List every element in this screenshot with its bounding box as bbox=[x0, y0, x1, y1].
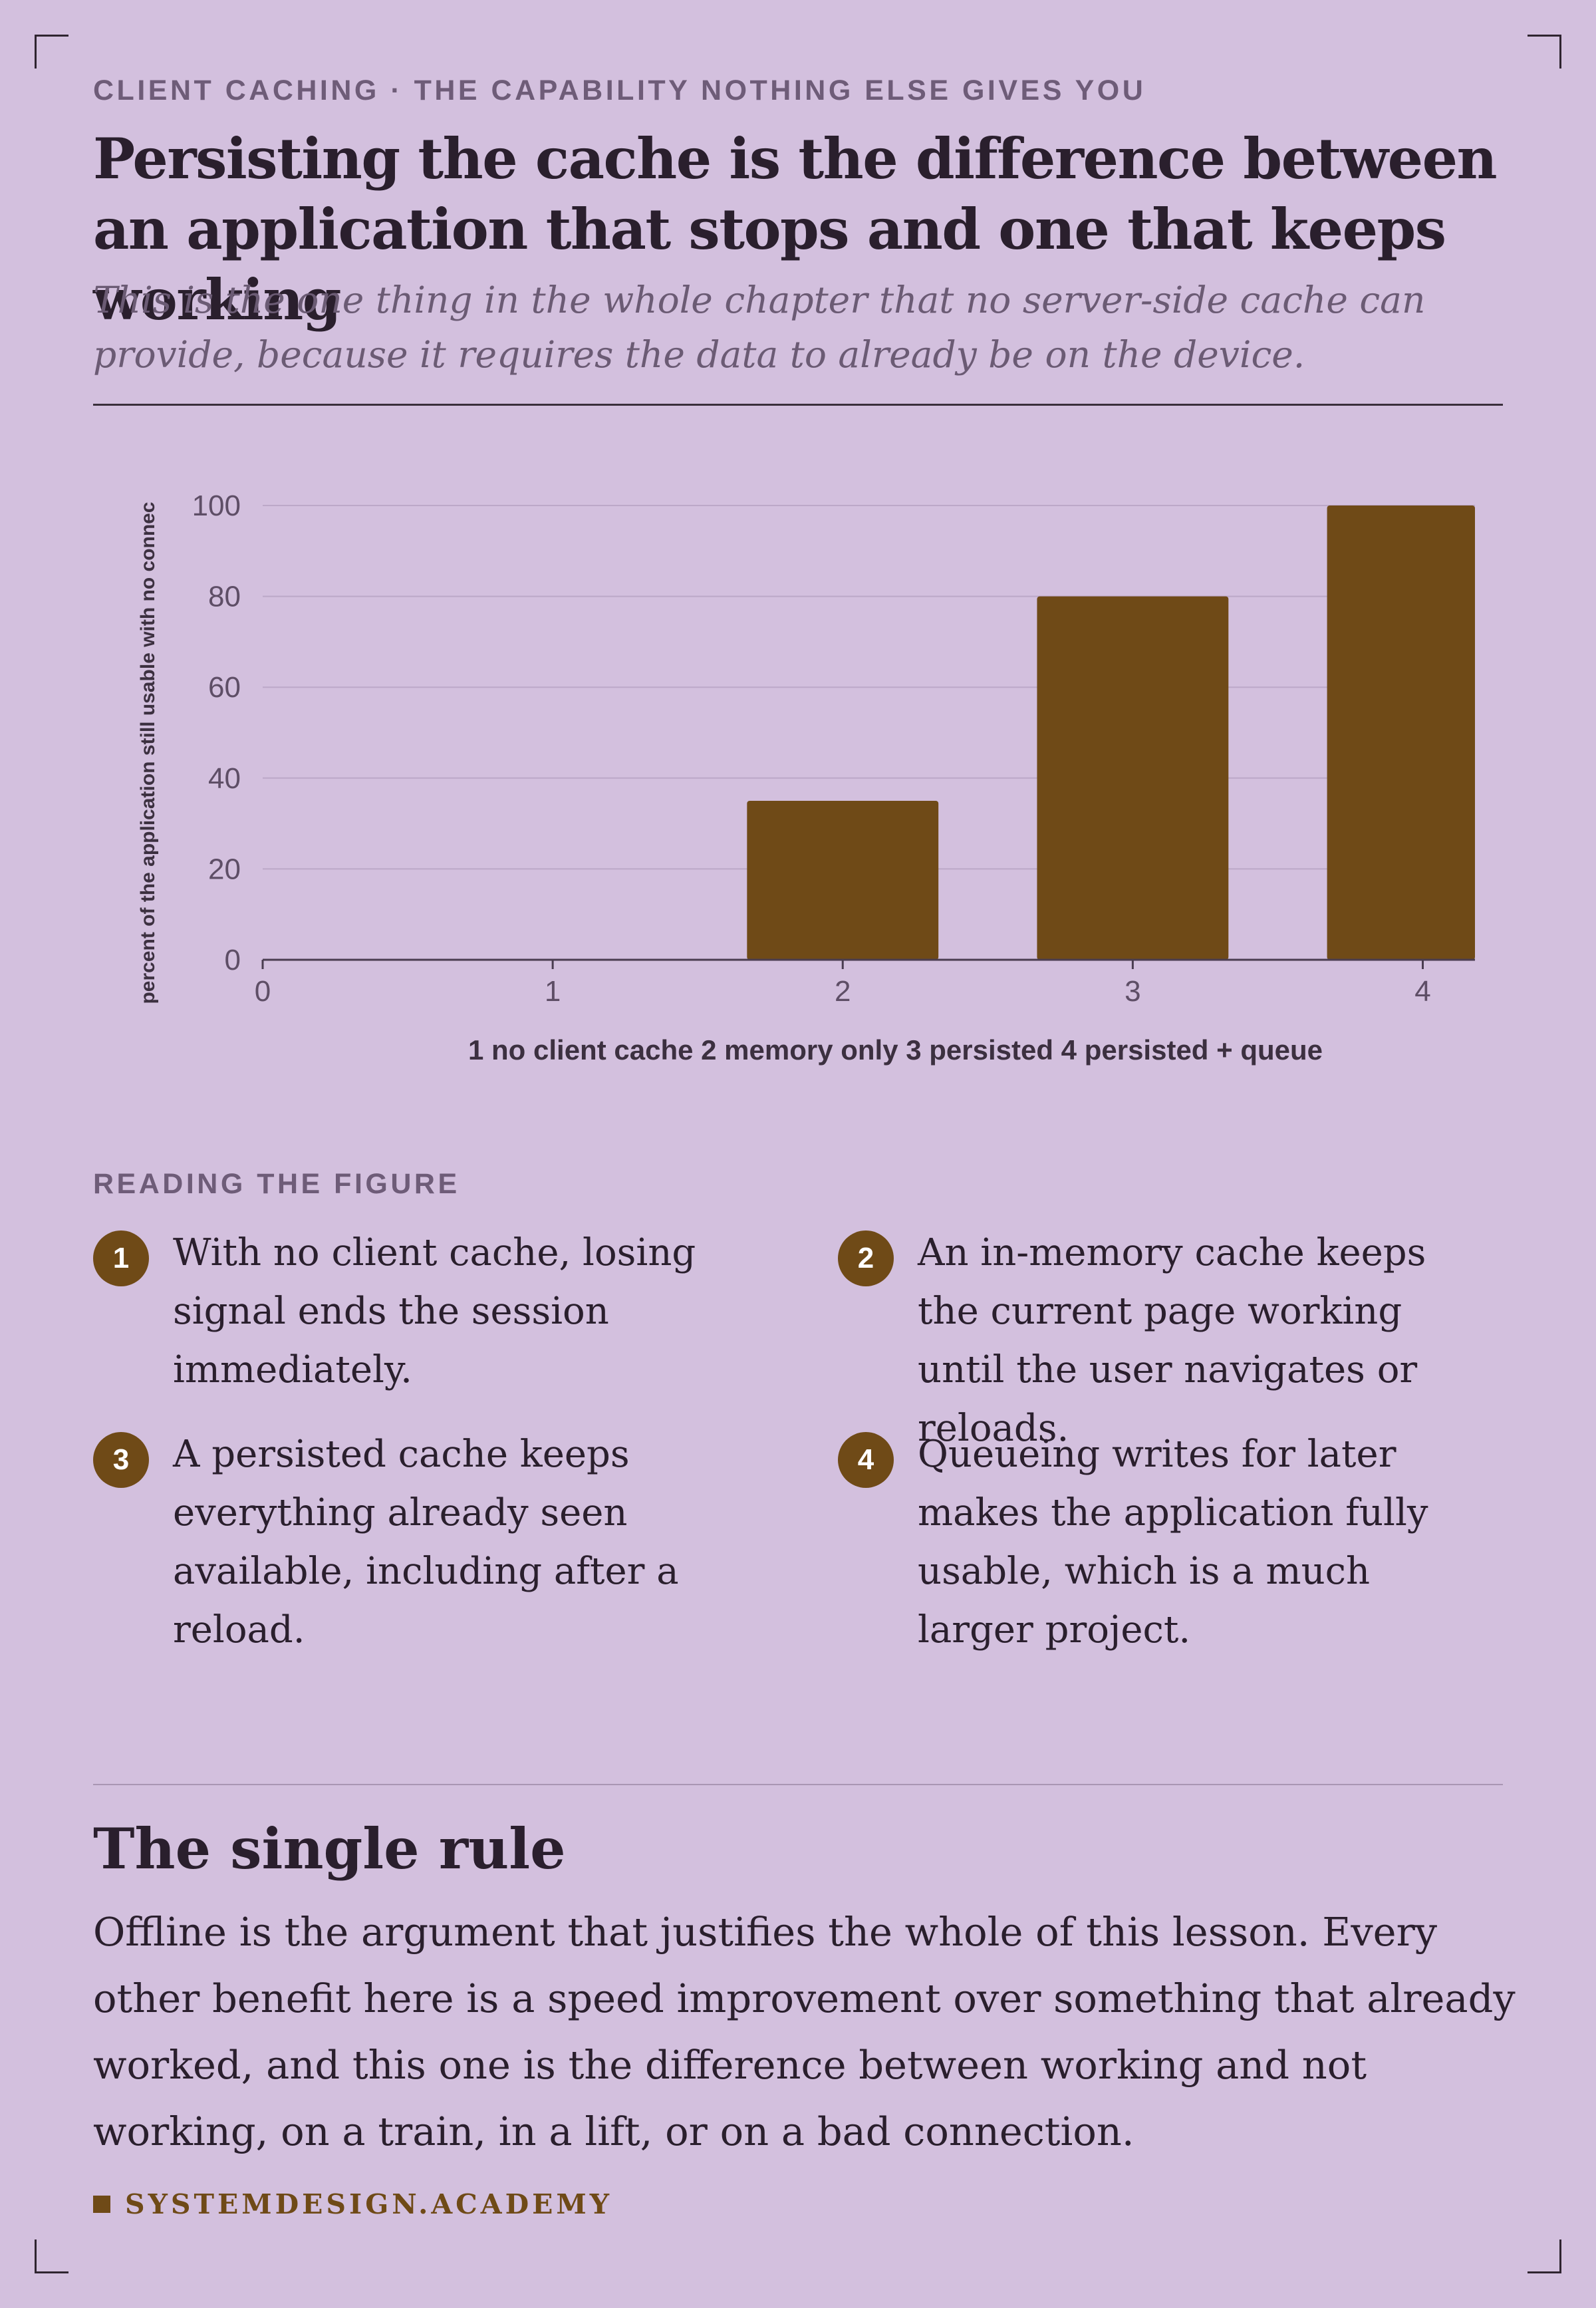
brand: SYSTEMDESIGN.ACADEMY bbox=[93, 2188, 612, 2220]
bar-2 bbox=[747, 800, 939, 960]
x-tick-label: 3 bbox=[1125, 975, 1140, 1008]
bar-4 bbox=[1327, 505, 1475, 960]
rule-body: Offline is the argument that justifies t… bbox=[93, 1909, 1516, 2154]
corner-mark-bottom-left bbox=[35, 2239, 68, 2273]
divider-top bbox=[93, 404, 1503, 406]
corner-mark-top-left bbox=[35, 35, 68, 69]
divider-mid bbox=[93, 1784, 1503, 1785]
corner-mark-bottom-right bbox=[1528, 2239, 1561, 2273]
chart: 0 20 40 60 80 100 0 1 2 3 4 1 no client cache 2 mem… bbox=[0, 452, 1596, 1091]
headline: Persisting the cache is the difference b… bbox=[93, 126, 1498, 333]
x-axis-label: 1 no client cache 2 memory only 3 persis… bbox=[468, 1034, 1323, 1066]
y-tick-label: 60 bbox=[208, 671, 241, 704]
x-tick-label: 1 bbox=[545, 975, 561, 1008]
y-tick-label: 100 bbox=[192, 490, 241, 522]
brand-name: SYSTEMDESIGN.ACADEMY bbox=[125, 2188, 613, 2220]
note-badge-2: 2 bbox=[838, 1230, 894, 1286]
note-badge-1: 1 bbox=[93, 1230, 149, 1286]
bar-3 bbox=[1037, 596, 1229, 960]
note-text-3: A persisted cache keeps everything alrea… bbox=[173, 1433, 679, 1652]
kicker: CLIENT CACHING · THE CAPABILITY NOTHING … bbox=[93, 74, 1146, 106]
rule-title: The single rule bbox=[93, 1816, 566, 1882]
brand-square-icon bbox=[93, 2196, 110, 2213]
x-tick-label: 2 bbox=[835, 975, 851, 1008]
y-tick-label: 40 bbox=[208, 762, 241, 795]
corner-mark-top-right bbox=[1528, 35, 1561, 69]
dek: This is the one thing in the whole chapt… bbox=[93, 279, 1426, 376]
y-axis-label: percent of the application still usable … bbox=[137, 502, 159, 1004]
y-tick-label: 80 bbox=[208, 581, 241, 613]
note-text-4: Queueing writes for later makes the appl… bbox=[918, 1433, 1428, 1652]
note-badge-4: 4 bbox=[838, 1432, 894, 1488]
chart-svg: 0 20 40 60 80 100 0 1 2 3 4 1 no client cache 2 mem… bbox=[137, 490, 1475, 1066]
note-badge-3: 3 bbox=[93, 1432, 149, 1488]
x-tick-label: 0 bbox=[255, 975, 271, 1008]
x-tick-label: 4 bbox=[1414, 975, 1430, 1008]
note-text-1: With no client cache, losing signal ends… bbox=[173, 1231, 696, 1391]
note-text-2: An in-memory cache keeps the current pag… bbox=[918, 1231, 1426, 1450]
y-tick-label: 0 bbox=[225, 944, 241, 976]
y-tick-label: 20 bbox=[208, 853, 241, 885]
reading-label: READING THE FIGURE bbox=[93, 1168, 460, 1200]
